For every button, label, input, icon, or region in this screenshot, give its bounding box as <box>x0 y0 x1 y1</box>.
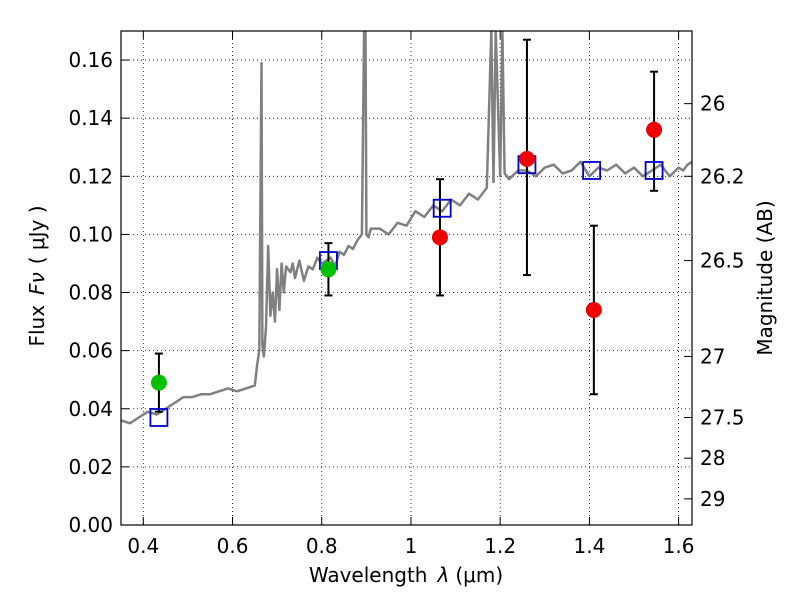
blue-square-marker <box>582 161 602 180</box>
y2-tick-label: 28 <box>700 446 725 470</box>
y2-tick-label: 26 <box>700 92 725 116</box>
model-spectrum-line <box>121 31 692 425</box>
plot-frame <box>120 30 693 526</box>
y2-tick-label: 26.2 <box>700 164 745 188</box>
y-tick-label: 0.00 <box>68 513 113 537</box>
y-tick-label: 0.04 <box>68 397 113 421</box>
y-tick-label: 0.14 <box>68 106 113 130</box>
grid-lines <box>121 31 692 526</box>
x-axis-label: Wavelength λ (μm) <box>309 563 503 587</box>
y-tick-labels: 0.00 0.02 0.04 0.06 0.08 0.10 0.12 0.14 0.16 <box>68 48 113 537</box>
y2-tick-label: 27 <box>700 344 725 368</box>
blue-square-marker <box>432 198 452 218</box>
blue-square-marker <box>149 408 169 427</box>
x-tick-label: 0.6 <box>217 534 249 558</box>
y2-tick-labels: 26 26.2 26.5 27 27.5 28 29 <box>700 92 745 511</box>
x-tick-label: 1.6 <box>663 534 695 558</box>
x-tick-label: 1.2 <box>484 534 516 558</box>
y-tick-label: 0.12 <box>68 164 113 188</box>
blue-square-marker <box>644 161 664 180</box>
y-tick-label: 0.16 <box>68 48 113 72</box>
x-tick-label: 1.4 <box>573 534 605 558</box>
model-spectrum-layer <box>121 31 692 425</box>
red-point <box>518 150 535 167</box>
y2-tick-label: 29 <box>700 487 725 511</box>
red-point <box>646 121 663 138</box>
green-point <box>320 261 337 278</box>
y-axis-label: FluxFν( μJy ) <box>25 205 49 346</box>
x-tick-label: 0.8 <box>306 534 338 558</box>
y2-tick-label: 26.5 <box>700 249 745 273</box>
green-point <box>150 374 167 391</box>
red-point <box>431 229 448 246</box>
y-tick-label: 0.06 <box>68 339 113 363</box>
data-points-layer <box>149 121 664 427</box>
y-tick-label: 0.08 <box>68 281 113 305</box>
y2-axis-label: Magnitude (AB) <box>753 200 777 355</box>
x-tick-labels: 0.4 0.6 0.8 1 1.2 1.4 1.6 <box>127 534 694 558</box>
y-tick-label: 0.10 <box>68 222 113 246</box>
tick-marks <box>121 31 692 526</box>
y2-tick-label: 27.5 <box>700 405 745 429</box>
x-tick-label: 0.4 <box>127 534 159 558</box>
red-point <box>585 301 602 318</box>
y-tick-label: 0.02 <box>68 455 113 479</box>
x-tick-label: 1 <box>405 534 418 558</box>
